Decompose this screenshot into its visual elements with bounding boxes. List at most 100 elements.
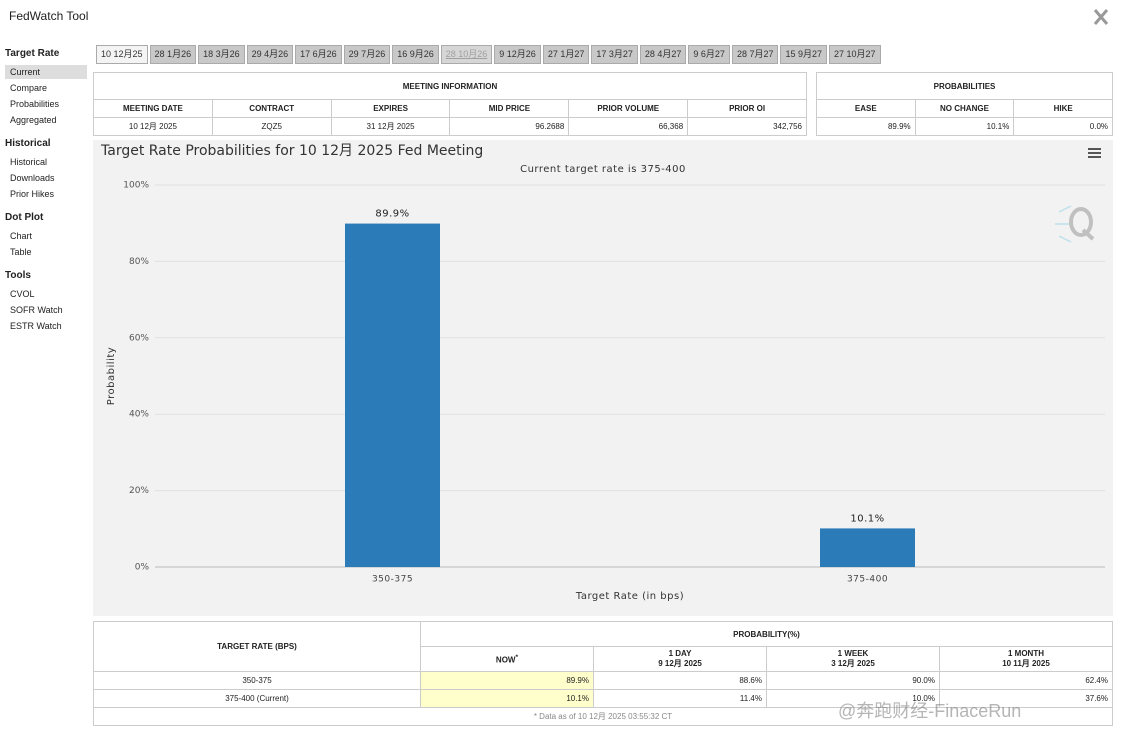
nav-link[interactable]: ESTR Watch [10, 321, 62, 331]
table-cell: 10.1% [420, 689, 594, 708]
meeting-tab[interactable]: 9 12月26 [494, 45, 541, 64]
app-title: FedWatch Tool [9, 9, 89, 23]
column-date: 3 12月 2025 [831, 659, 875, 668]
table-cell: 11.4% [593, 689, 767, 708]
close-icon [1093, 9, 1109, 25]
x-tick-label: 375-400 [847, 575, 888, 585]
y-tick-label: 40% [129, 410, 149, 420]
y-tick-label: 60% [129, 333, 149, 343]
nav-group: Tools CVOL SOFR Watch ESTR Watch [5, 268, 87, 333]
meeting-tab[interactable]: 16 9月26 [392, 45, 439, 64]
table-cell: 342,756 [687, 117, 807, 136]
table-cell: 96.2688 [449, 117, 570, 136]
meeting-tab[interactable]: 17 6月26 [295, 45, 342, 64]
table-cell: 66,368 [568, 117, 689, 136]
chart: Target Rate Probabilities for 10 12月 202… [93, 140, 1113, 616]
bar [820, 528, 915, 567]
column-header: EXPIRES [330, 99, 451, 118]
nav-link[interactable]: SOFR Watch [10, 305, 63, 315]
column-header: MEETING DATE [93, 99, 213, 118]
y-tick-label: 100% [123, 181, 149, 191]
column-header: CONTRACT [211, 99, 332, 118]
logo-accent [1055, 205, 1072, 243]
footnote: * Data as of 10 12月 2025 03:55:32 CT [93, 707, 1113, 726]
table-cell: 89.9% [816, 117, 916, 136]
table-cell: 90.0% [766, 671, 940, 690]
column-header: PRIOR OI [687, 99, 807, 118]
table-row: 375-400 (Current) 10.1% 11.4% 10.0% 37.6% [93, 689, 1113, 708]
table-cell: 89.9% [420, 671, 594, 690]
column-label: 1 WEEK [837, 649, 869, 658]
meeting-tab[interactable]: 27 10月27 [829, 45, 881, 64]
sidebar: Target Rate Current Compare Probabilities Ag… [5, 46, 87, 342]
column-header: HIKE [1013, 99, 1113, 118]
nav-link[interactable]: Historical [10, 157, 48, 167]
nav-link[interactable]: Probabilities [10, 99, 60, 109]
column-label: NOW [495, 655, 516, 665]
nav-link[interactable]: CVOL [10, 289, 35, 299]
column-label: 1 MONTH [1008, 649, 1044, 658]
table-cell: 88.6% [593, 671, 767, 690]
nav-link[interactable]: Current [5, 65, 87, 79]
watermark: @奔跑财经-FinaceRun [838, 701, 1022, 721]
bar [345, 223, 440, 567]
chart-title: Target Rate Probabilities for 10 12月 202… [100, 143, 483, 159]
column-header: 1 MONTH 10 11月 2025 [939, 646, 1113, 672]
menu-bar [1088, 156, 1101, 158]
column-header: TARGET RATE (BPS) [93, 621, 421, 672]
data-label: 89.9% [375, 209, 409, 220]
meeting-tab[interactable]: 29 4月26 [246, 45, 294, 64]
nav-link[interactable]: Chart [10, 231, 33, 241]
table-cell: 375-400 (Current) [93, 689, 421, 708]
close-button[interactable] [1092, 8, 1112, 26]
chart-menu[interactable] [1088, 148, 1101, 158]
meeting-tab[interactable]: 9 6月27 [688, 45, 730, 64]
y-tick-label: 80% [129, 257, 149, 267]
column-note: * [515, 653, 519, 661]
nav-link[interactable]: Compare [10, 83, 48, 93]
table-cell: 31 12月 2025 [330, 117, 451, 136]
table-row: TARGET RATE (BPS) PROBABILITY(%) [93, 621, 1113, 672]
column-header: EASE [816, 99, 916, 118]
meeting-tab[interactable]: 18 3月26 [198, 45, 245, 64]
menu-bar [1088, 148, 1101, 150]
nav-link[interactable]: Downloads [10, 173, 55, 183]
nav-heading: Tools [5, 270, 31, 281]
table-row: EASE NO CHANGE HIKE [816, 99, 1113, 118]
nav-heading: Dot Plot [5, 212, 44, 223]
nav-link[interactable]: Table [10, 247, 32, 257]
meeting-tab[interactable]: 28 7月27 [731, 45, 779, 64]
nav-group: Dot Plot Chart Table [5, 210, 87, 259]
table-cell: 10.1% [914, 117, 1015, 136]
table-row: MEETING DATE CONTRACT EXPIRES MID PRICE PRIO… [93, 99, 807, 118]
table-title: PROBABILITIES [816, 72, 1113, 100]
meeting-tab[interactable]: 28 4月27 [639, 45, 687, 64]
meeting-tab[interactable]: 28 1月26 [149, 45, 197, 64]
meeting-tab[interactable]: 17 3月27 [591, 45, 638, 64]
table-row: * Data as of 10 12月 2025 03:55:32 CT [93, 707, 1113, 726]
meeting-tab[interactable]: 10 12月25 [96, 45, 148, 64]
nav-link[interactable]: Aggregated [10, 115, 57, 125]
column-date: 10 11月 2025 [1002, 659, 1050, 668]
logo-tail [1081, 228, 1095, 241]
y-tick-label: 0% [135, 563, 150, 573]
nav-link[interactable]: Prior Hikes [10, 189, 55, 199]
table-row: PROBABILITIES [816, 72, 1113, 100]
meeting-tab: 28 10月26 [440, 45, 493, 64]
table-row: NOW* 1 DAY 9 12月 2025 1 WEEK 3 12月 2025 1 MON… [94, 646, 1113, 672]
meeting-tab[interactable]: 27 1月27 [542, 45, 590, 64]
nav-heading: Target Rate [5, 48, 60, 59]
column-header: 1 WEEK 3 12月 2025 [766, 646, 940, 672]
data-label: 10.1% [850, 513, 884, 524]
meeting-tab[interactable]: 15 9月27 [780, 45, 827, 64]
logo-ring [1069, 207, 1093, 237]
meeting-tab[interactable]: 29 7月26 [343, 45, 391, 64]
meeting-tabs: 10 12月25 28 1月26 18 3月26 29 4月26 17 6月26 29 7… [96, 45, 881, 64]
table-row: 89.9% 10.1% 0.0% [816, 117, 1113, 136]
table-cell: 62.4% [939, 671, 1113, 690]
logo [1055, 205, 1095, 243]
table-row: 10 12月 2025 ZQZ5 31 12月 2025 96.2688 66,368 3… [93, 117, 807, 136]
column-header: NOW* [420, 646, 594, 672]
x-axis-label: Target Rate (in bps) [575, 591, 684, 602]
